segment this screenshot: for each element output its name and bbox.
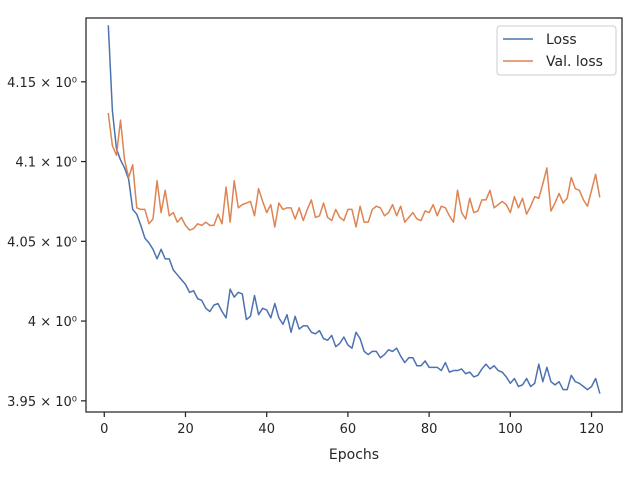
y-axis: 3.95 × 10⁰ 4 × 10⁰ 4.05 × 10⁰ 4.1 × 10⁰ 4.15… (7, 76, 86, 410)
x-tick-label: 120 (579, 422, 604, 437)
legend-label-val-loss: Val. loss (546, 54, 603, 70)
x-tick-label: 80 (421, 422, 438, 437)
y-tick-label: 3.95 × 10⁰ (7, 395, 77, 410)
legend: Loss Val. loss (496, 25, 617, 76)
y-tick-label: 4.05 × 10⁰ (7, 235, 77, 250)
series-layer (107, 25, 601, 394)
y-tick-label: 4.15 × 10⁰ (7, 76, 77, 91)
x-tick-label: 40 (258, 422, 275, 437)
x-tick-label: 60 (340, 422, 357, 437)
y-tick-label: 4.1 × 10⁰ (15, 156, 77, 171)
y-tick-label: 4 × 10⁰ (28, 315, 77, 330)
series-line-val-loss (107, 112, 601, 231)
x-axis: 0 20 40 60 80 100 120 (100, 412, 604, 437)
x-axis-label: Epochs (329, 447, 379, 463)
legend-label-loss: Loss (546, 32, 577, 48)
plot-area: 0 20 40 60 80 100 120 3.95 × 10⁰ 4 × 10⁰ 4.05 × … (7, 17, 623, 463)
series-line-loss (107, 25, 601, 394)
x-tick-label: 20 (177, 422, 194, 437)
x-tick-label: 100 (498, 422, 523, 437)
x-tick-label: 0 (100, 422, 108, 437)
